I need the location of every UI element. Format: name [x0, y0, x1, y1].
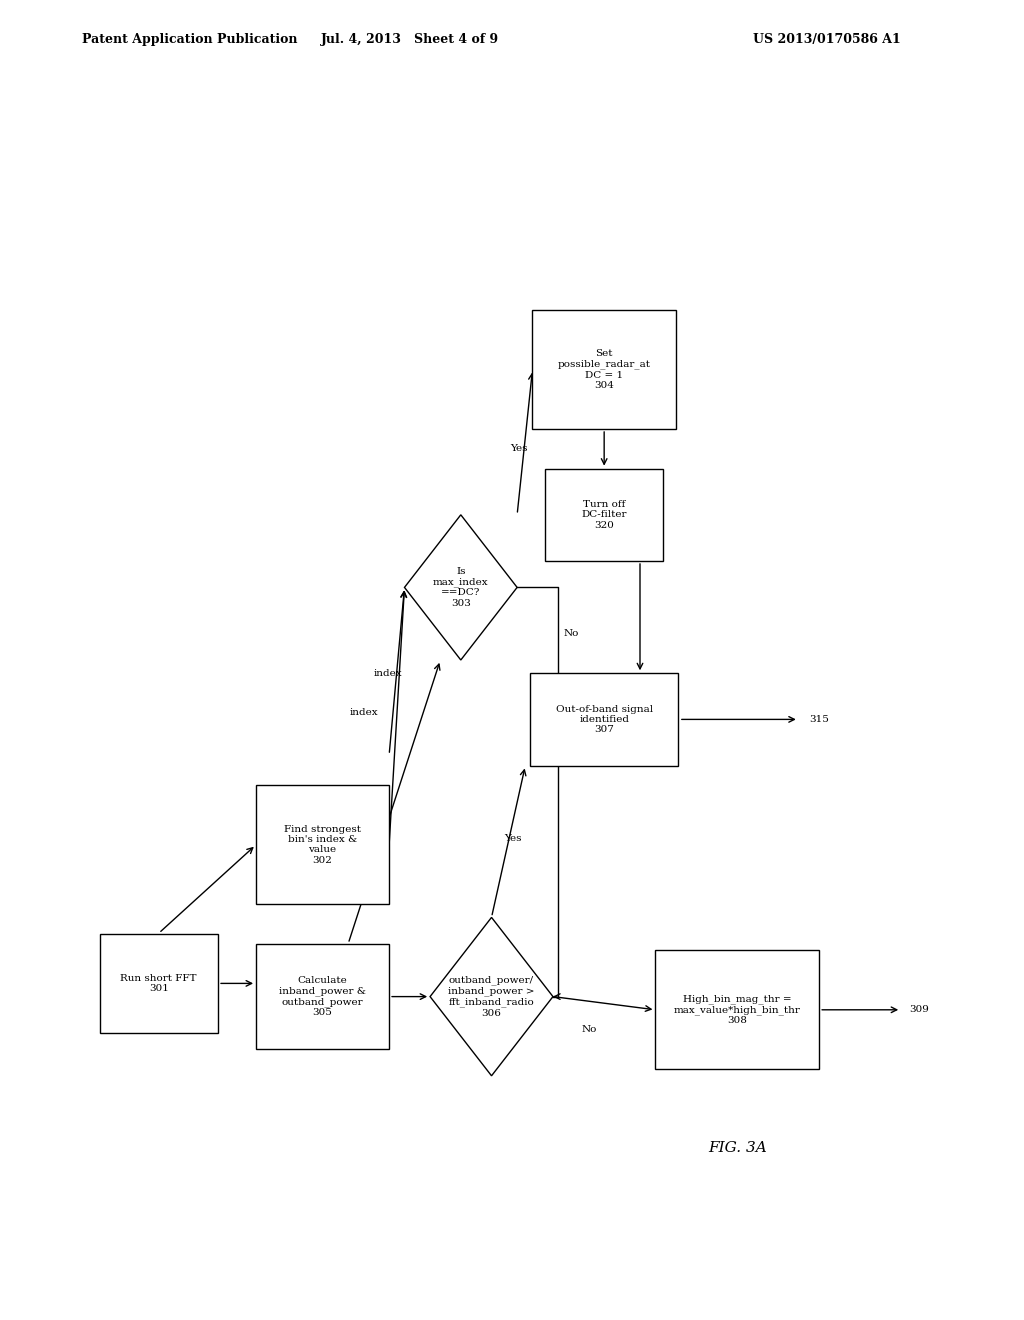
Text: Find strongest
bin's index &
value
302: Find strongest bin's index & value 302 [284, 825, 361, 865]
Text: Out-of-band signal
identified
307: Out-of-band signal identified 307 [556, 705, 652, 734]
Text: Run short FFT
301: Run short FFT 301 [121, 974, 197, 993]
FancyBboxPatch shape [655, 950, 819, 1069]
Text: Calculate
inband_power &
outband_power
305: Calculate inband_power & outband_power 3… [280, 975, 366, 1018]
Text: No: No [563, 630, 579, 638]
Text: No: No [581, 1026, 597, 1034]
Text: Yes: Yes [510, 445, 527, 453]
Text: outband_power/
inband_power >
fft_inband_radio
306: outband_power/ inband_power > fft_inband… [449, 975, 535, 1018]
Text: index: index [349, 709, 378, 717]
Text: US 2013/0170586 A1: US 2013/0170586 A1 [754, 33, 901, 46]
Text: Is
max_index
==DC?
303: Is max_index ==DC? 303 [433, 568, 488, 607]
Text: Jul. 4, 2013   Sheet 4 of 9: Jul. 4, 2013 Sheet 4 of 9 [321, 33, 499, 46]
Text: 309: 309 [909, 1006, 929, 1014]
Text: Yes: Yes [504, 834, 521, 842]
FancyBboxPatch shape [530, 673, 678, 766]
Text: High_bin_mag_thr =
max_value*high_bin_thr
308: High_bin_mag_thr = max_value*high_bin_th… [674, 994, 801, 1026]
Text: Set
possible_radar_at
DC = 1
304: Set possible_radar_at DC = 1 304 [558, 350, 650, 389]
Polygon shape [430, 917, 553, 1076]
Text: FIG. 3A: FIG. 3A [708, 1142, 767, 1155]
FancyBboxPatch shape [100, 935, 218, 1032]
Polygon shape [404, 515, 517, 660]
FancyBboxPatch shape [256, 944, 389, 1049]
Text: index: index [374, 669, 402, 677]
Text: Turn off
DC-filter
320: Turn off DC-filter 320 [582, 500, 627, 529]
Text: 315: 315 [809, 715, 828, 723]
FancyBboxPatch shape [256, 785, 389, 904]
FancyBboxPatch shape [545, 469, 664, 561]
FancyBboxPatch shape [532, 310, 676, 429]
Text: Patent Application Publication: Patent Application Publication [82, 33, 297, 46]
